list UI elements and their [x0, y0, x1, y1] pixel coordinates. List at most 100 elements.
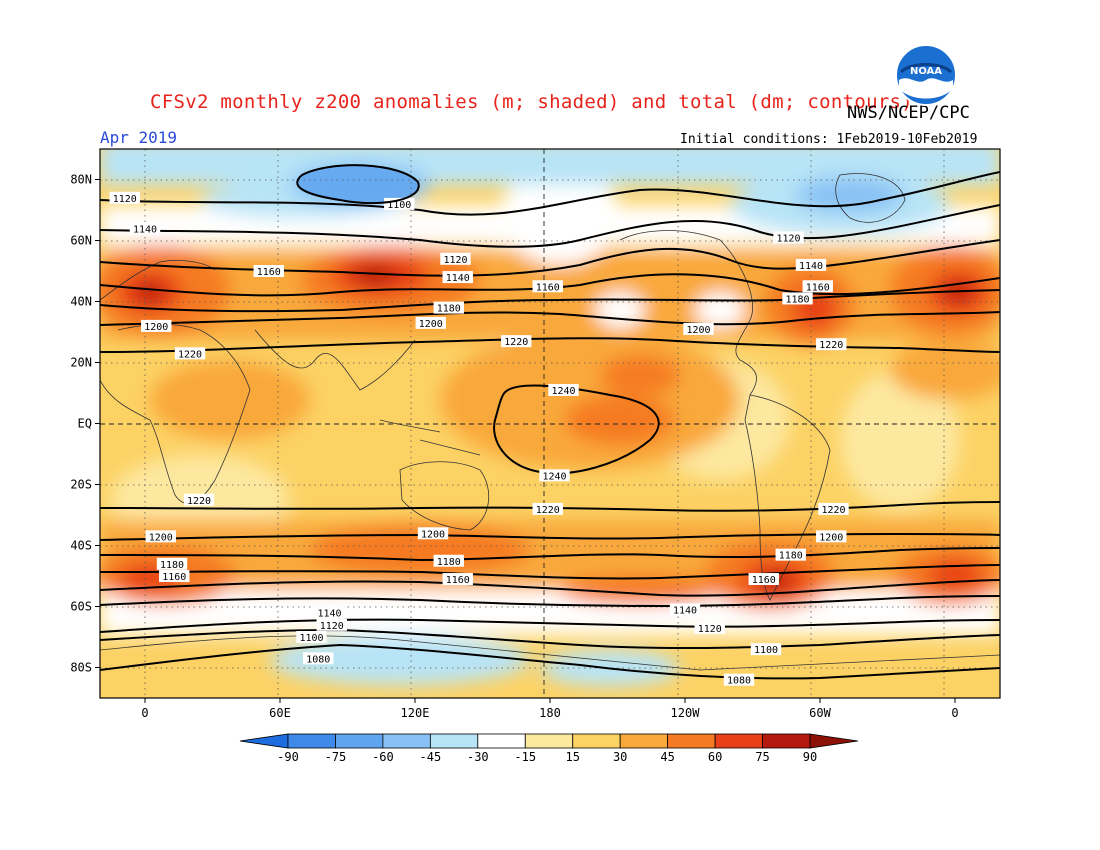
contour-label-box: [433, 301, 464, 314]
lat-label: 40N: [70, 295, 92, 309]
colorbar-tick-label: 15: [566, 750, 580, 764]
contour-label-box: [532, 280, 563, 293]
contour-label-box: [296, 631, 327, 643]
contour-label: 1220: [178, 349, 202, 360]
contour-label-box: [442, 271, 473, 284]
contour-label: 1220: [504, 337, 528, 348]
noaa-logo-text: NOAA: [910, 66, 942, 77]
contour-label: 1140: [673, 606, 697, 617]
contour-label-box: [782, 292, 813, 305]
contour-label: 1200: [421, 529, 445, 540]
colorbar-swatch: [335, 733, 384, 749]
arctic-low-contour: [296, 164, 420, 205]
colorbar-tick-label: 90: [803, 750, 817, 764]
colorbar-tick-label: -90: [277, 750, 299, 764]
contour-label: 1140: [133, 224, 157, 235]
colorbar-tick-label: -15: [514, 750, 536, 764]
contour-label: 1180: [437, 304, 461, 315]
contour-label-box: [442, 573, 473, 586]
contour-label: 1220: [819, 340, 843, 351]
latitude-labels: 80N 60N 40N 20N EQ 20S 40S 60S 80S: [70, 173, 100, 675]
contour-label: 1140: [446, 273, 470, 284]
contour-label: 1160: [806, 282, 830, 293]
colorbar-swatch: [524, 733, 574, 749]
colorbar-swatch: [429, 733, 479, 749]
colorbar-swatch: [477, 733, 526, 749]
contour-label: 1120: [698, 624, 722, 635]
coastlines: [100, 173, 1000, 671]
colorbar-swatch: [382, 733, 431, 749]
anomaly-shading: [100, 149, 1000, 698]
contour-label-box: [183, 493, 215, 506]
contour-label-box: [415, 316, 446, 329]
contour-label: 1180: [437, 557, 461, 568]
colorbar-max-arrow: [809, 733, 859, 749]
contour-label: 1160: [257, 267, 281, 278]
contour-label-box: [818, 502, 849, 515]
contour-label: 1200: [144, 322, 168, 333]
contour-label-box: [141, 319, 172, 332]
contour-label-box: [145, 530, 176, 543]
colorbar-tick-label: 45: [660, 750, 674, 764]
contour-label-box: [750, 643, 782, 656]
colorbar-tick-label: -60: [372, 750, 394, 764]
contour-label-box: [316, 618, 347, 631]
contour-label-box: [669, 603, 701, 616]
contour-label: 1180: [779, 551, 803, 562]
lat-label: 80S: [70, 661, 92, 675]
colorbar: -90 -75 -60 -45 -30 -15 15 30 45 60 75 90: [239, 733, 859, 764]
lat-label: 20N: [70, 356, 92, 370]
contour-label-box: [129, 222, 161, 235]
contour-label-box: [773, 231, 804, 244]
contour-label-box: [433, 554, 464, 567]
contour-label-box: [109, 191, 140, 204]
lat-label: EQ: [78, 417, 92, 431]
colorbar-tick-label: 75: [755, 750, 769, 764]
contour-label-box: [539, 469, 570, 482]
lat-label: 40S: [70, 539, 92, 553]
contour-label-box: [417, 527, 449, 540]
colorbar-swatch: [572, 733, 621, 749]
contour-label: 1200: [686, 325, 710, 336]
contour-label-box: [532, 502, 563, 515]
contour-label: 1080: [306, 654, 330, 665]
contour-label: 1160: [752, 575, 776, 586]
contour-label: 1120: [776, 233, 800, 244]
contour-label-box: [440, 252, 471, 265]
gridlines: [100, 149, 1000, 698]
contour-label: 1220: [536, 505, 560, 516]
contour-label-box: [816, 530, 847, 543]
contour-label: 1140: [317, 609, 341, 620]
contour-label-box: [816, 338, 847, 351]
contour-label: 1120: [443, 255, 467, 266]
contour-label-box: [156, 557, 188, 570]
contour-label: 1160: [536, 282, 560, 293]
initial-conditions: Initial conditions: 1Feb2019-10Feb2019: [680, 132, 978, 147]
contour-label: 1220: [187, 496, 211, 507]
contour-label-box: [303, 652, 334, 665]
noaa-logo-icon: NOAA: [895, 44, 957, 106]
lon-label: 60W: [809, 706, 831, 720]
lat-label: 60N: [70, 234, 92, 248]
contour-label: 1100: [387, 200, 411, 211]
colorbar-tick-label: -75: [325, 750, 347, 764]
contour-label: 1100: [299, 633, 323, 644]
contour-label-box: [159, 570, 190, 582]
contour-label: 1120: [320, 621, 344, 632]
forecast-month: Apr 2019: [100, 128, 178, 147]
lon-label: 120E: [401, 706, 430, 720]
colorbar-swatch: [619, 733, 669, 749]
lat-label: 80N: [70, 173, 92, 187]
colorbar-tick-label: 30: [613, 750, 627, 764]
lon-label: 120W: [671, 706, 701, 720]
contour-label: 1160: [446, 575, 470, 586]
contour-label: 1180: [785, 294, 809, 305]
colorbar-tick-label: -45: [420, 750, 442, 764]
contour-label-box: [775, 548, 806, 561]
agency-label: NWS/NCEP/CPC: [847, 103, 970, 123]
contour-label: 1220: [821, 505, 845, 516]
contour-label: 1180: [160, 560, 184, 571]
contour-label-box: [795, 258, 827, 271]
colorbar-swatch: [714, 733, 763, 749]
